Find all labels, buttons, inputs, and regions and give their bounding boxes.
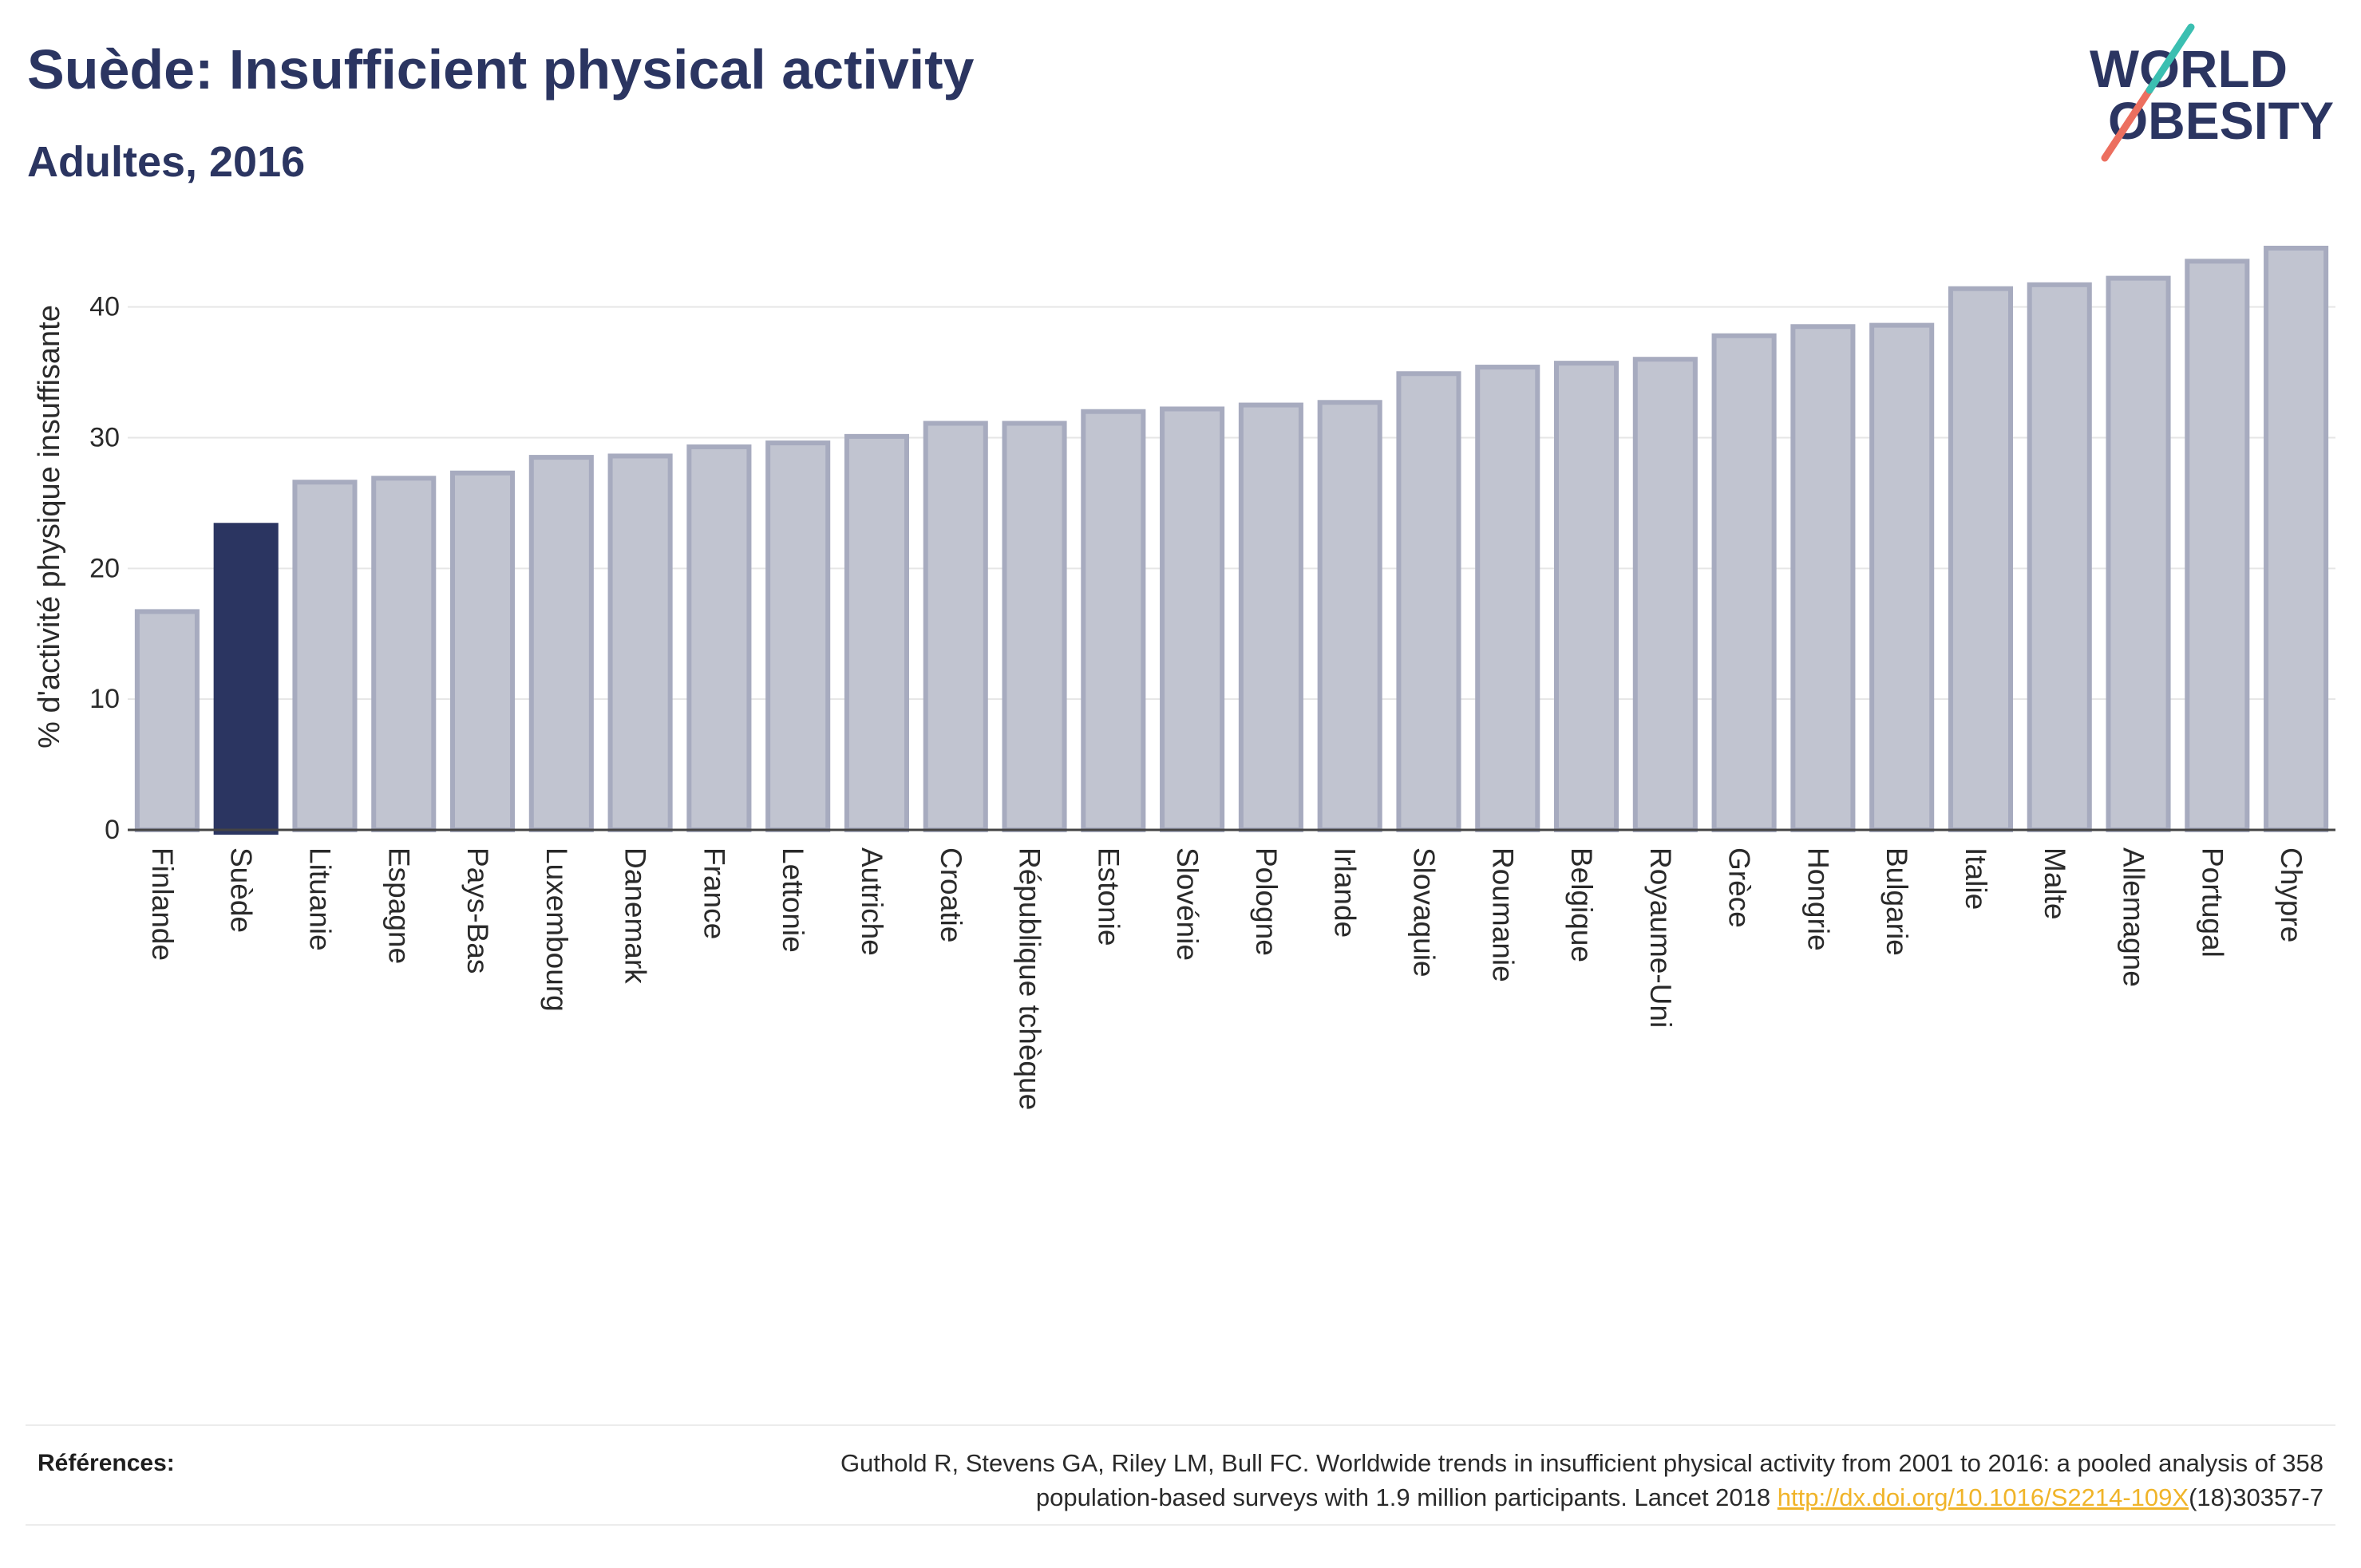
bar bbox=[1081, 409, 1146, 832]
x-tick-label: Royaume-Uni bbox=[1644, 847, 1677, 1028]
bar bbox=[292, 480, 358, 832]
bar bbox=[2185, 259, 2250, 832]
reference-line-2-suffix: (18)30357-7 bbox=[2189, 1483, 2323, 1511]
x-tick-label: Lettonie bbox=[777, 847, 809, 953]
logo-slash-top bbox=[2145, 23, 2195, 94]
x-tick-label: Luxembourg bbox=[540, 847, 573, 1012]
x-tick-label: Grèce bbox=[1723, 847, 1756, 928]
bar bbox=[1160, 406, 1225, 832]
reference-line-2-text: population-based surveys with 1.9 millio… bbox=[1035, 1483, 1778, 1511]
bar bbox=[134, 609, 200, 832]
doi-link[interactable]: http://dx.doi.org/10.1016/S2214-109X bbox=[1777, 1483, 2189, 1511]
reference-line-2: population-based surveys with 1.9 millio… bbox=[840, 1480, 2323, 1515]
bar bbox=[1553, 361, 1619, 832]
bar bbox=[1238, 402, 1303, 833]
x-tick-label: Espagne bbox=[382, 847, 415, 964]
bar bbox=[1475, 365, 1540, 832]
bar bbox=[1396, 371, 1461, 832]
y-tick-label: 10 bbox=[89, 684, 120, 714]
bar bbox=[1948, 286, 2014, 832]
x-tick-label: Slovénie bbox=[1171, 847, 1204, 961]
x-tick-label: Autriche bbox=[856, 847, 888, 956]
x-tick-label: Allemagne bbox=[2118, 847, 2150, 987]
x-tick-label: Suède bbox=[225, 847, 258, 933]
bar bbox=[2027, 282, 2092, 832]
x-tick-label: Roumanie bbox=[1486, 847, 1519, 982]
y-tick-label: 30 bbox=[89, 423, 120, 453]
x-tick-label: France bbox=[698, 847, 730, 939]
bar bbox=[923, 421, 988, 833]
x-tick-label: Pays-Bas bbox=[461, 847, 494, 974]
references-label: Références: bbox=[38, 1450, 175, 1476]
bar bbox=[686, 444, 752, 832]
footer-divider-top bbox=[26, 1424, 2335, 1426]
x-tick-label: Irlande bbox=[1329, 847, 1362, 938]
x-tick-label: Estonie bbox=[1092, 847, 1125, 946]
bar bbox=[528, 455, 594, 832]
x-tick-label: Belgique bbox=[1565, 847, 1598, 962]
x-tick-label: Italie bbox=[1960, 847, 1992, 910]
x-tick-label: République tchèque bbox=[1014, 847, 1046, 1110]
bar bbox=[449, 470, 516, 832]
x-tick-label: Bulgarie bbox=[1880, 847, 1913, 956]
x-tick-label: Lituanie bbox=[303, 847, 336, 951]
bars bbox=[134, 245, 2329, 835]
page-subtitle: Adultes, 2016 bbox=[27, 138, 306, 186]
reference-citation: Guthold R, Stevens GA, Riley LM, Bull FC… bbox=[840, 1446, 2323, 1515]
x-tick-label: Finlande bbox=[146, 847, 179, 961]
bar bbox=[1869, 322, 1935, 833]
bar bbox=[844, 433, 910, 832]
bar bbox=[1632, 357, 1698, 832]
bar bbox=[1002, 421, 1067, 833]
x-tick-label: Slovaquie bbox=[1407, 847, 1440, 978]
bar bbox=[1711, 333, 1777, 833]
bar bbox=[1317, 400, 1382, 832]
x-tick-label: Hongrie bbox=[1801, 847, 1834, 951]
world-obesity-logo: WORLD OBESITY bbox=[2090, 23, 2334, 162]
x-tick-label: Malte bbox=[2039, 847, 2071, 919]
x-tick-label: Danemark bbox=[619, 847, 652, 984]
x-tick-label: Croatie bbox=[935, 847, 967, 942]
footer-divider-bottom bbox=[26, 1524, 2335, 1526]
y-axis-title: % d'activité physique insuffisante bbox=[33, 305, 66, 748]
logo-slash-bottom bbox=[2101, 86, 2153, 162]
bar bbox=[765, 440, 831, 832]
x-tick-label: Pologne bbox=[1250, 847, 1283, 956]
y-tick-label: 20 bbox=[89, 553, 120, 583]
reference-line-1: Guthold R, Stevens GA, Riley LM, Bull FC… bbox=[840, 1449, 2323, 1477]
page-title: Suède: Insufficient physical activity bbox=[27, 38, 975, 101]
bar bbox=[607, 453, 673, 833]
bar bbox=[1790, 324, 1856, 832]
x-tick-label: Chypre bbox=[2275, 847, 2308, 942]
x-tick-label: Portugal bbox=[2196, 847, 2229, 958]
bar bbox=[2106, 275, 2171, 832]
bar bbox=[2264, 245, 2329, 832]
bar bbox=[371, 476, 437, 832]
bar-chart: 0 10 20 30 40 Finlande Suède Lituanie Espagne Pay… bbox=[33, 245, 2335, 1110]
tick-labels: 0 10 20 30 40 Finlande Suède Lituanie Espagne Pay… bbox=[89, 292, 2308, 1110]
y-tick-label: 0 bbox=[105, 815, 120, 845]
bar-highlighted bbox=[213, 523, 279, 835]
logo-line-1: WORLD bbox=[2090, 39, 2288, 98]
y-tick-label: 40 bbox=[89, 292, 120, 322]
